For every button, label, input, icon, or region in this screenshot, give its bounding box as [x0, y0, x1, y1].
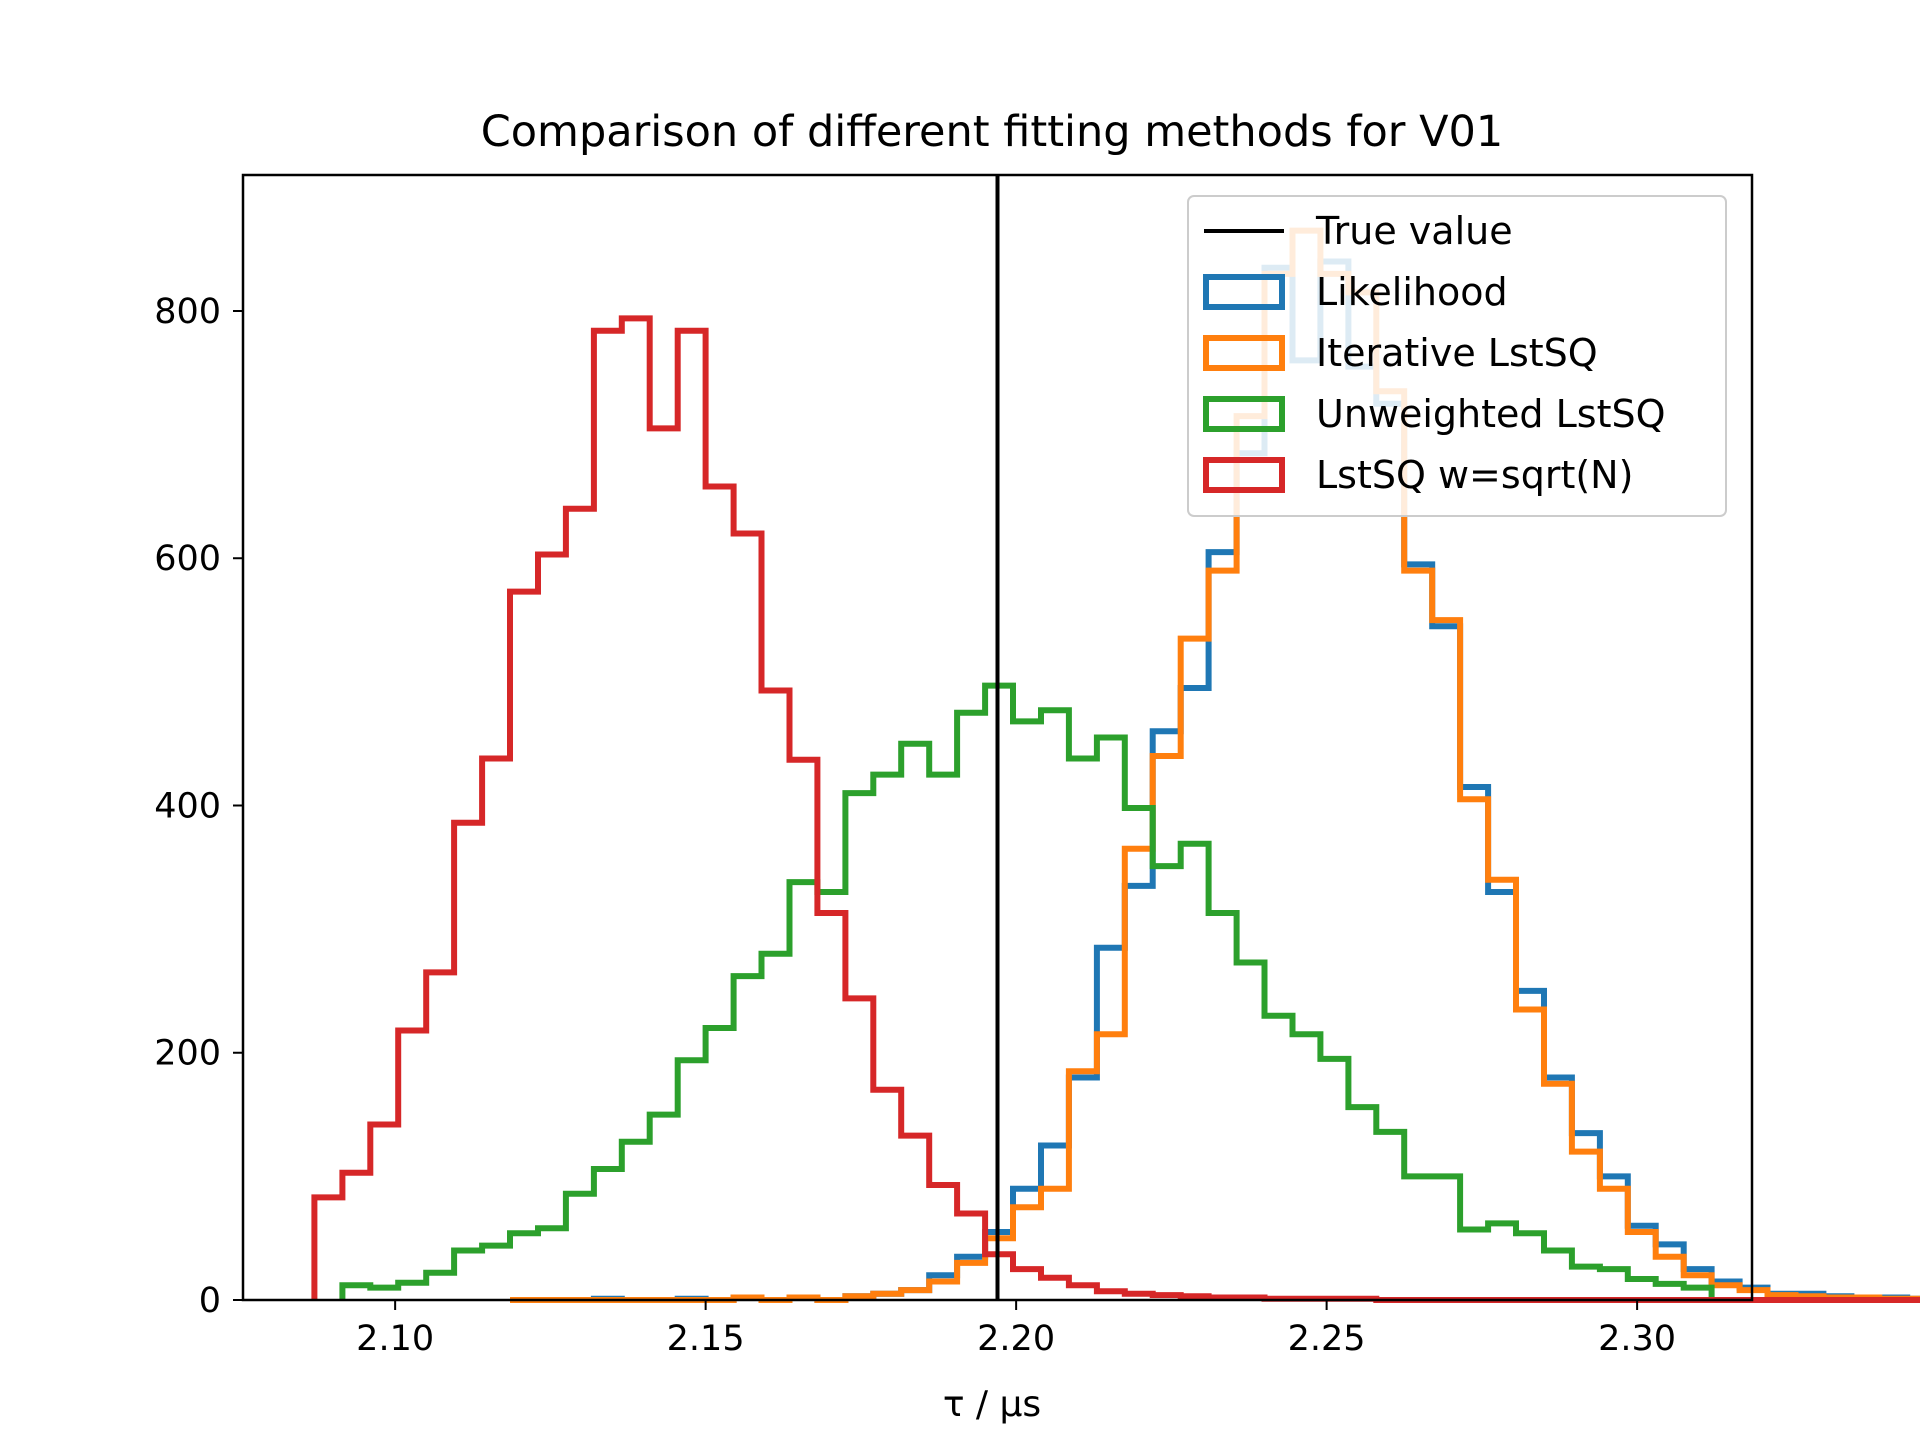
y-tick-label: 0 — [199, 1281, 221, 1321]
legend-box — [1187, 195, 1727, 517]
legend-swatch-unweighted-lstsq — [1203, 396, 1285, 432]
x-tick-label: 2.25 — [1288, 1319, 1366, 1359]
plot-frame — [241, 173, 1754, 1302]
x-tick-label: 2.30 — [1598, 1319, 1676, 1359]
y-tick-label: 400 — [154, 786, 221, 826]
legend-swatch-iterative-lstsq — [1203, 335, 1285, 371]
legend-label-likelihood: Likelihood — [1316, 270, 1508, 314]
x-axis-title: τ / µs — [943, 1384, 1041, 1425]
legend-swatch-likelihood — [1203, 274, 1285, 310]
legend-label-iterative-lstsq: Iterative LstSQ — [1316, 331, 1598, 375]
x-tick-label: 2.10 — [356, 1319, 434, 1359]
legend-swatch-lstsq-w-sqrt-n- — [1203, 457, 1285, 493]
x-tick-label: 2.15 — [667, 1319, 745, 1359]
y-tick-label: 600 — [154, 539, 221, 579]
legend-label-true-value: True value — [1315, 209, 1513, 253]
y-tick-label: 200 — [154, 1034, 221, 1074]
legend: True value Likelihood Iterative LstSQ Unwei… — [1187, 195, 1727, 517]
axes: 2.10 2.15 2.20 2.25 2.30 0 200 400 600 800 — [154, 292, 1676, 1359]
chart-title: Comparison of different fitting methods … — [481, 107, 1504, 157]
series-unweighted-lstsq-step — [339, 682, 1715, 1300]
legend-label-unweighted-lstsq: Unweighted LstSQ — [1316, 392, 1666, 436]
legend-label-lstsq-w-sqrt-n-: LstSQ w=sqrt(N) — [1316, 453, 1633, 497]
x-tick-label: 2.20 — [977, 1319, 1055, 1359]
y-tick-label: 800 — [154, 292, 221, 332]
